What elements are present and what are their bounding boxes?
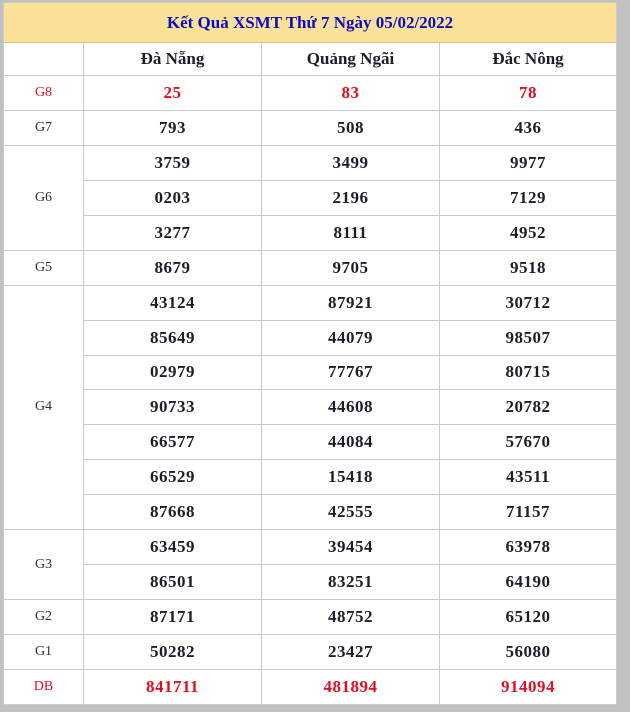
result-cell: 481894 bbox=[261, 668, 440, 706]
table-row-g4: 66529 15418 43511 bbox=[4, 459, 618, 496]
table-row-g4: 87668 42555 71157 bbox=[4, 494, 618, 531]
result-cell: 793 bbox=[83, 109, 262, 146]
table-row-g1: G1 50282 23427 56080 bbox=[3, 634, 618, 670]
result-cell: 3499 bbox=[261, 144, 440, 181]
result-cell: 3277 bbox=[83, 214, 262, 251]
result-cell: 44084 bbox=[261, 424, 440, 461]
result-cell: 66529 bbox=[83, 459, 262, 496]
prize-label-db: DB bbox=[3, 668, 84, 706]
result-cell: 43511 bbox=[438, 459, 618, 496]
prize-label-g2: G2 bbox=[3, 599, 84, 635]
result-cell: 86501 bbox=[83, 564, 262, 601]
result-cell: 8111 bbox=[261, 214, 440, 251]
result-cell: 87921 bbox=[261, 284, 440, 321]
table-row-g5: G5 8679 9705 9518 bbox=[3, 249, 618, 286]
table-row-g8: G8 25 83 78 bbox=[3, 75, 618, 111]
result-cell: 77767 bbox=[261, 354, 440, 391]
result-cell: 25 bbox=[83, 75, 262, 111]
result-cell: 65120 bbox=[438, 599, 618, 635]
result-cell: 44608 bbox=[261, 389, 440, 426]
header-row: Đà Nẵng Quảng Ngãi Đắc Nông bbox=[3, 42, 618, 76]
result-cell: 9518 bbox=[438, 249, 618, 286]
table-row-g6: 0203 2196 7129 bbox=[4, 179, 618, 216]
result-cell: 3759 bbox=[83, 144, 262, 181]
corner-cell bbox=[3, 42, 84, 76]
table-row-g6: G6 3759 3499 9977 bbox=[3, 144, 618, 251]
result-cell: 4952 bbox=[438, 214, 618, 251]
result-cell: 02979 bbox=[83, 354, 262, 391]
result-cell: 508 bbox=[261, 109, 440, 146]
table-row-g3: 86501 83251 64190 bbox=[4, 564, 618, 601]
result-cell: 90733 bbox=[83, 389, 262, 426]
result-cell: 436 bbox=[438, 109, 618, 146]
result-cell: 44079 bbox=[261, 319, 440, 356]
lottery-results-panel: Kết Quả XSMT Thứ 7 Ngày 05/02/2022 Đà Nẵ… bbox=[2, 2, 618, 706]
result-cell: 20782 bbox=[438, 389, 618, 426]
table-row-g2: G2 87171 48752 65120 bbox=[3, 599, 618, 635]
table-row-g3: G3 63459 39454 63978 bbox=[3, 529, 618, 601]
prize-label-g5: G5 bbox=[3, 249, 84, 286]
result-cell: 87171 bbox=[83, 599, 262, 635]
page-title: Kết Quả XSMT Thứ 7 Ngày 05/02/2022 bbox=[2, 2, 618, 43]
results-table: Kết Quả XSMT Thứ 7 Ngày 05/02/2022 Đà Nẵ… bbox=[2, 2, 618, 706]
prize-label-g8: G8 bbox=[3, 75, 84, 111]
prize-label-g3: G3 bbox=[3, 529, 84, 601]
result-cell: 80715 bbox=[438, 354, 618, 391]
table-row-g4: 90733 44608 20782 bbox=[4, 389, 618, 426]
result-cell: 48752 bbox=[261, 599, 440, 635]
result-cell: 66577 bbox=[83, 424, 262, 461]
result-cell: 83251 bbox=[261, 564, 440, 601]
table-row-g4: G4 43124 87921 30712 bbox=[3, 284, 618, 531]
result-cell: 9977 bbox=[438, 144, 618, 181]
result-cell: 23427 bbox=[261, 634, 440, 670]
result-cell: 64190 bbox=[438, 564, 618, 601]
table-row-g4: 85649 44079 98507 bbox=[4, 319, 618, 356]
result-cell: 87668 bbox=[83, 494, 262, 531]
result-cell: 7129 bbox=[438, 179, 618, 216]
result-cell: 39454 bbox=[261, 529, 440, 566]
result-cell: 63459 bbox=[83, 529, 262, 566]
table-row-g4: 02979 77767 80715 bbox=[4, 354, 618, 391]
result-cell: 78 bbox=[438, 75, 618, 111]
result-cell: 85649 bbox=[83, 319, 262, 356]
prize-label-g1: G1 bbox=[3, 634, 84, 670]
result-cell: 2196 bbox=[261, 179, 440, 216]
result-cell: 98507 bbox=[438, 319, 618, 356]
result-cell: 71157 bbox=[438, 494, 618, 531]
result-cell: 8679 bbox=[83, 249, 262, 286]
result-cell: 30712 bbox=[438, 284, 618, 321]
title-row: Kết Quả XSMT Thứ 7 Ngày 05/02/2022 bbox=[2, 2, 618, 43]
prize-label-g4: G4 bbox=[3, 284, 84, 531]
prize-label-g7: G7 bbox=[3, 109, 84, 146]
result-cell: 15418 bbox=[261, 459, 440, 496]
column-header-da-nang: Đà Nẵng bbox=[83, 42, 262, 76]
prize-label-g6: G6 bbox=[3, 144, 84, 251]
table-row-g6: 3277 8111 4952 bbox=[4, 214, 618, 251]
result-cell: 0203 bbox=[83, 179, 262, 216]
result-cell: 56080 bbox=[438, 634, 618, 670]
result-cell: 57670 bbox=[438, 424, 618, 461]
table-row-db: DB 841711 481894 914094 bbox=[3, 668, 618, 706]
result-cell: 914094 bbox=[438, 668, 618, 706]
table-row-g7: G7 793 508 436 bbox=[3, 109, 618, 146]
result-cell: 841711 bbox=[83, 668, 262, 706]
column-header-quang-ngai: Quảng Ngãi bbox=[261, 42, 440, 76]
result-cell: 9705 bbox=[261, 249, 440, 286]
column-header-dac-nong: Đắc Nông bbox=[438, 42, 618, 76]
result-cell: 50282 bbox=[83, 634, 262, 670]
result-cell: 63978 bbox=[438, 529, 618, 566]
result-cell: 83 bbox=[261, 75, 440, 111]
result-cell: 43124 bbox=[83, 284, 262, 321]
table-row-g4: 66577 44084 57670 bbox=[4, 424, 618, 461]
result-cell: 42555 bbox=[261, 494, 440, 531]
